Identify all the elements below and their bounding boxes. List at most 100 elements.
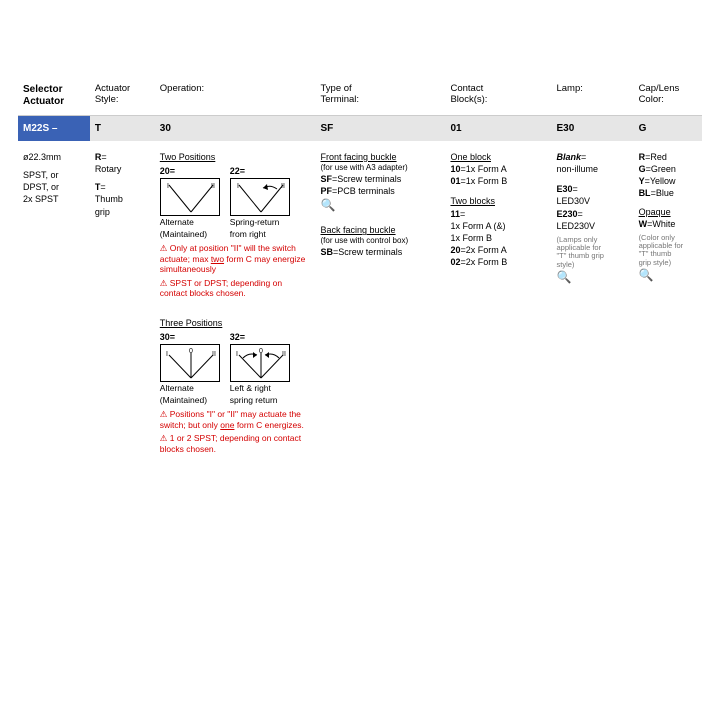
warn2: SPST or DPST; depending on contact block… (160, 278, 282, 299)
pf-key: PF (321, 186, 333, 196)
e30-desc: LED30V (556, 195, 628, 207)
magnifier-icon: 🔍 (639, 269, 654, 281)
three-pos-title: Three Positions (160, 317, 311, 329)
diameter: ø22.3mm (23, 151, 85, 163)
magnifier-icon: 🔍 (321, 199, 336, 211)
blank-eq: = (581, 152, 586, 162)
lamp-note4: style) (556, 261, 628, 269)
color-note4: grip style) (639, 259, 697, 267)
hdr-cb1: Contact (450, 83, 483, 94)
v11a: 1x Form A (&) (450, 220, 546, 232)
v11b: 1x Form B (450, 232, 546, 244)
poles-1: SPST, or (23, 169, 85, 181)
k11: 11 (450, 209, 460, 219)
warn4: 1 or 2 SPST; depending on contact blocks… (160, 433, 301, 454)
v02: =2x Form B (460, 257, 507, 267)
three-pos-diagrams: 30= I0II Alternate (Maintained) 32= I0II (160, 331, 311, 405)
opaque-title: Opaque (639, 206, 697, 218)
e30-key: E30 (556, 184, 572, 194)
cbl-v: =Blue (651, 188, 674, 198)
hdr-term2: Terminal: (321, 94, 360, 105)
svg-text:I: I (166, 351, 168, 358)
two-pos-diagrams: 20= III Alternate (Maintained) 22= III (160, 165, 311, 239)
one-block-title: One block (450, 151, 546, 163)
code-op: 30 (155, 116, 316, 142)
hdr-operation: Operation: (160, 83, 204, 94)
diagram-20: III (160, 178, 220, 216)
hdr-lamp: Lamp: (556, 83, 582, 94)
d32-hdr: 32= (230, 331, 292, 343)
blank-desc: non-illume (556, 163, 628, 175)
v20: =2x Form A (460, 245, 506, 255)
cg-v: =Green (646, 164, 676, 174)
diagram-22: III (230, 178, 290, 216)
e230-desc: LED230V (556, 220, 628, 232)
v10: =1x Form A (460, 164, 506, 174)
code-prefix: M22S – (18, 116, 90, 142)
two-pos-title: Two Positions (160, 151, 311, 163)
warn3b: form C energizes. (234, 420, 303, 430)
sb-val: =Screw terminals (333, 247, 402, 257)
hdr-color2: Color: (639, 94, 664, 105)
d22-hdr: 22= (230, 165, 292, 177)
warn1u: two (211, 254, 224, 264)
sb-key: SB (321, 247, 334, 257)
k10: 10 (450, 164, 460, 174)
warn3u: one (220, 420, 234, 430)
d20-cap2: (Maintained) (160, 230, 222, 239)
code-cb: 01 (445, 116, 551, 142)
d30-cap1: Alternate (160, 384, 222, 393)
svg-text:I: I (237, 183, 239, 190)
header-row: SelectorActuator ActuatorStyle: Operatio… (18, 80, 702, 116)
two-block-title: Two blocks (450, 195, 546, 207)
r-eq: = (101, 152, 106, 162)
v01: =1x Form B (460, 176, 507, 186)
d20-hdr: 20= (160, 165, 222, 177)
t-eq: = (100, 182, 105, 192)
t-desc1: Thumb (95, 193, 150, 205)
magnifier-icon: 🔍 (556, 271, 571, 283)
back-title: Back facing buckle (321, 224, 441, 236)
k01: 01 (450, 176, 460, 186)
hdr-term1: Type of (321, 83, 352, 94)
body-row: ø22.3mm SPST, or DPST, or 2x SPST R= Rot… (18, 141, 702, 459)
code-color: G (634, 116, 702, 142)
e230-eq: = (578, 209, 583, 219)
pf-val: =PCB terminals (332, 186, 395, 196)
cr-v: =Red (645, 152, 667, 162)
svg-text:I: I (167, 183, 169, 190)
t-desc2: grip (95, 206, 150, 218)
poles-2: DPST, or (23, 181, 85, 193)
svg-text:I: I (236, 351, 238, 358)
d30-cap2: (Maintained) (160, 396, 222, 405)
d32-cap2: spring return (230, 396, 292, 405)
code-row: M22S – T 30 SF 01 E30 G (18, 116, 702, 142)
svg-text:II: II (282, 351, 286, 358)
v11: = (460, 209, 465, 219)
front-title: Front facing buckle (321, 151, 441, 163)
sf-val: =Screw terminals (332, 174, 401, 184)
cg: G (639, 164, 646, 174)
e230-key: E230 (556, 209, 577, 219)
d30-hdr: 30= (160, 331, 222, 343)
part-number-table: SelectorActuator ActuatorStyle: Operatio… (18, 80, 702, 459)
cy-v: =Yellow (645, 176, 676, 186)
hdr-selector: Selector (23, 84, 62, 95)
d22-cap1: Spring-return (230, 218, 292, 227)
d20-cap1: Alternate (160, 218, 222, 227)
e30-eq: = (573, 184, 578, 194)
d32-cap1: Left & right (230, 384, 292, 393)
diagram-32: I0II (230, 344, 290, 382)
cw: W (639, 219, 648, 229)
front-note: (for use with A3 adapter) (321, 163, 441, 173)
code-lamp: E30 (551, 116, 633, 142)
hdr-actstyle2: Style: (95, 94, 119, 105)
back-note: (for use with control box) (321, 236, 441, 246)
poles-3: 2x SPST (23, 193, 85, 205)
r-desc: Rotary (95, 163, 150, 175)
hdr-actuator: Actuator (23, 96, 64, 107)
hdr-cb2: Block(s): (450, 94, 487, 105)
blank-key: Blank (556, 152, 581, 162)
cw-v: =White (647, 219, 675, 229)
cbl: BL (639, 188, 651, 198)
